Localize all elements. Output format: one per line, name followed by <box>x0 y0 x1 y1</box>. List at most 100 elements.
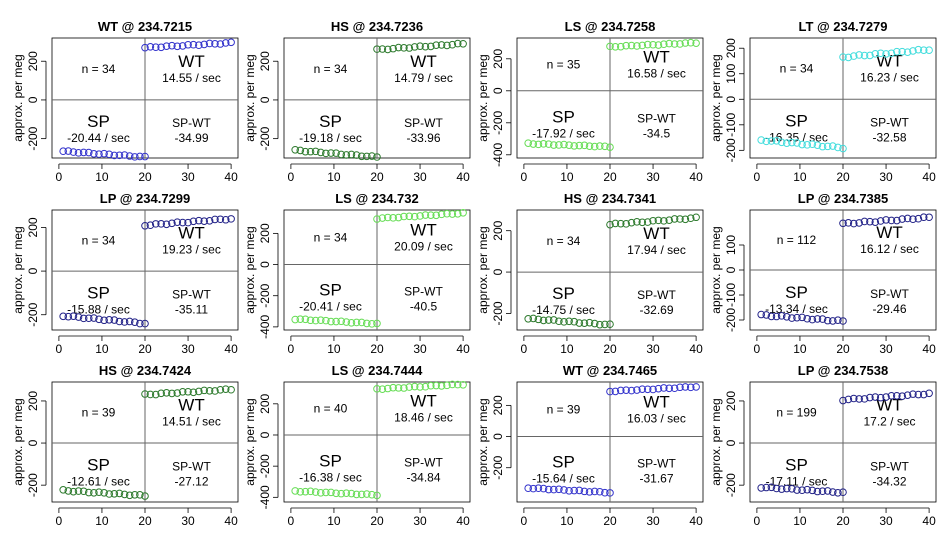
sp-data-point <box>352 151 361 159</box>
sp-label: SP <box>319 451 342 470</box>
x-tick-label: 40 <box>456 170 470 184</box>
panel-title: LS @ 234.7444 <box>332 363 424 378</box>
y-tick-label: -200 <box>258 126 272 150</box>
x-tick-label: 20 <box>603 170 617 184</box>
x-tick-label: 0 <box>754 514 761 528</box>
sp-data-point <box>79 487 88 496</box>
wt-data-point <box>638 385 647 393</box>
wt-data-point <box>844 53 853 62</box>
y-tick-label: 0 <box>491 433 505 440</box>
wt-data-point <box>844 219 853 227</box>
sp-data-point <box>534 315 543 324</box>
wt-data-point <box>416 212 424 220</box>
sp-data-point <box>69 148 78 156</box>
panel-title: LP @ 234.7538 <box>798 363 889 378</box>
wt-data-point <box>866 393 874 402</box>
panel-title: LP @ 234.7299 <box>100 191 191 206</box>
wt-data-point <box>887 49 896 58</box>
sp-data-point <box>549 485 558 494</box>
x-tick-label: 20 <box>836 514 850 528</box>
wt-data-point <box>421 382 430 391</box>
wt-data-point <box>893 47 901 56</box>
wt-data-point <box>654 41 663 49</box>
wt-data-point <box>849 394 858 403</box>
x-tick-label: 20 <box>370 514 384 528</box>
wt-data-point <box>633 386 641 394</box>
wt-data-point <box>849 52 858 60</box>
wt-data-point <box>378 385 387 393</box>
wt-data-point <box>184 40 192 49</box>
wt-data-point <box>606 220 614 229</box>
sp-wt-label: SP-WT <box>172 116 211 130</box>
sp-data-point <box>767 312 776 321</box>
sp-data-point <box>84 314 93 323</box>
wt-data-point <box>141 221 149 230</box>
wt-data-point <box>616 219 625 228</box>
wt-data-point <box>394 213 403 222</box>
wt-data-point <box>633 42 641 50</box>
wt-data-point <box>453 380 462 389</box>
wt-data-point <box>373 385 381 393</box>
y-tick-label: 200 <box>26 51 40 71</box>
wt-data-point <box>909 390 917 398</box>
wt-data-point <box>211 387 219 395</box>
x-tick-label: 40 <box>922 170 936 184</box>
wt-data-point <box>157 389 165 398</box>
x-tick-label: 20 <box>138 342 152 356</box>
n-count-label: n = 39 <box>547 402 581 416</box>
sp-wt-label: SP-WT <box>637 456 676 470</box>
x-tick-label: 30 <box>646 342 660 356</box>
sp-data-point <box>570 317 579 326</box>
wt-data-point <box>914 45 923 54</box>
x-tick-label: 0 <box>288 514 295 528</box>
wt-data-point <box>882 393 890 401</box>
x-tick-label: 20 <box>836 170 850 184</box>
wt-data-point <box>887 216 896 225</box>
wt-data-point <box>432 381 441 390</box>
wt-label: WT <box>410 391 436 410</box>
wt-data-point <box>638 41 647 50</box>
sp-data-point <box>828 142 837 150</box>
sp-data-point <box>291 315 299 324</box>
sp-label: SP <box>319 112 342 131</box>
sp-rate-label: -16.38 / sec <box>299 470 362 484</box>
sp-data-point <box>141 319 149 328</box>
sp-data-point <box>115 151 124 160</box>
sp-data-point <box>585 142 594 150</box>
y-tick-label: 0 <box>26 267 40 274</box>
wt-data-point <box>686 383 695 392</box>
sp-data-point <box>125 491 134 500</box>
wt-data-point <box>178 387 187 396</box>
x-tick-label: 0 <box>56 514 63 528</box>
y-tick-label: -400 <box>258 315 272 339</box>
sp-data-point <box>798 140 806 149</box>
x-tick-label: 0 <box>521 170 528 184</box>
panel-title: WT @ 234.7215 <box>98 19 192 34</box>
x-tick-label: 40 <box>922 342 936 356</box>
y-tick-label: -200 <box>724 308 738 332</box>
wt-data-point <box>173 42 182 51</box>
panel-4: LT @ 234.7279 0 10 20 30 40 -200 -100 0 100 200app… <box>709 19 937 184</box>
wt-data-point <box>871 50 880 58</box>
wt-data-point <box>405 44 414 52</box>
sp-wt-value: -34.32 <box>872 475 906 489</box>
y-axis-label: approx. per meg <box>243 398 257 485</box>
wt-rate-label: 20.09 / sec <box>394 239 453 253</box>
wt-data-point <box>459 208 467 217</box>
wt-rate-label: 16.03 / sec <box>627 411 686 425</box>
wt-data-point <box>903 214 912 223</box>
wt-data-point <box>649 216 657 225</box>
wt-label: WT <box>643 224 669 243</box>
wt-data-point <box>437 210 446 219</box>
wt-data-point <box>448 210 457 218</box>
x-tick-label: 0 <box>56 170 63 184</box>
sp-data-point <box>555 485 563 494</box>
x-tick-label: 10 <box>327 170 341 184</box>
sp-data-point <box>120 318 129 326</box>
wt-data-point <box>216 40 225 48</box>
sp-data-point <box>125 152 134 160</box>
sp-data-point <box>762 311 771 319</box>
sp-data-point <box>110 316 119 324</box>
sp-data-point <box>529 140 538 148</box>
